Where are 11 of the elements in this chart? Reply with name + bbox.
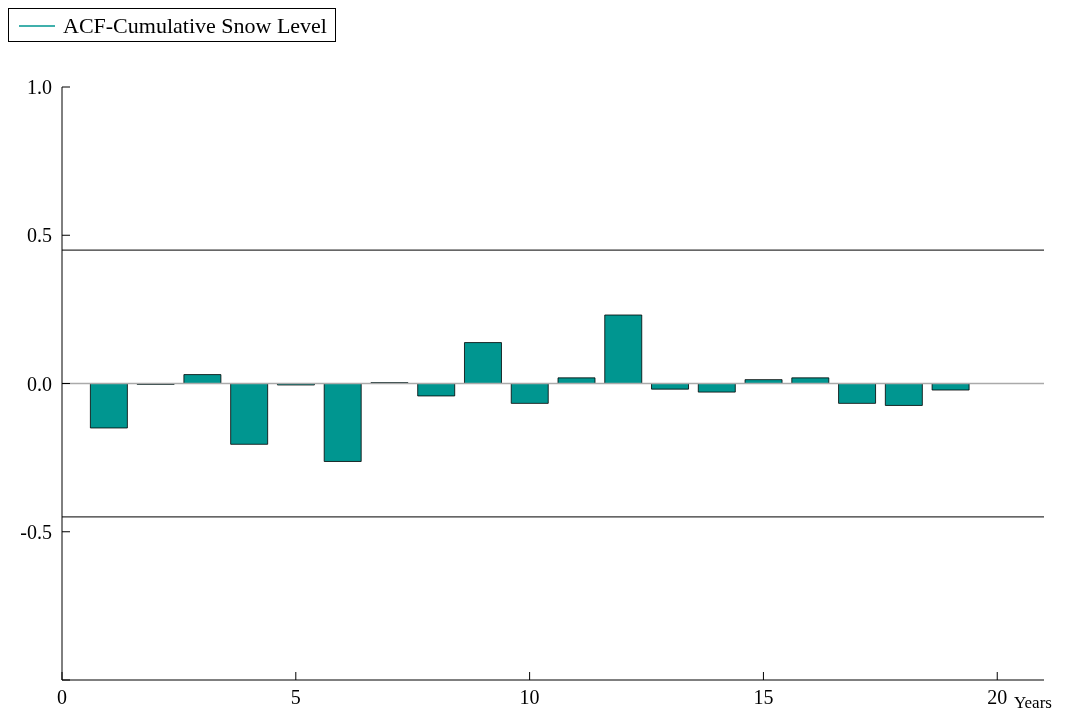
y-tick-label: -0.5 — [20, 520, 52, 543]
x-tick-label: 15 — [753, 686, 774, 709]
x-tick-label: 5 — [290, 686, 301, 709]
x-tick-label: 0 — [57, 686, 67, 709]
y-tick-label: 0.0 — [27, 372, 52, 395]
y-tick-label: 1.0 — [27, 76, 52, 99]
legend-label: ACF-Cumulative Snow Level — [63, 13, 327, 39]
x-tick-label: 20 — [987, 686, 1008, 709]
y-tick-label: 0.5 — [27, 224, 52, 247]
x-tick-label: 10 — [519, 686, 540, 709]
x-axis-title: Years — [1014, 693, 1052, 713]
